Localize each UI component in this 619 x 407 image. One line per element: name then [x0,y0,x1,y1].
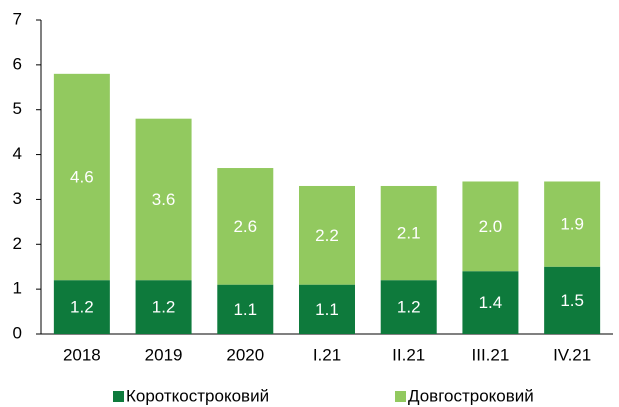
y-tick-label: 2 [13,234,22,253]
bar-segment [544,181,601,267]
x-tick-label: I.21 [313,345,341,364]
data-label: 1.1 [315,300,339,319]
legend-label: Довгостроковий [408,386,534,405]
bar-segment [53,280,110,334]
bar-segment [53,73,110,281]
x-tick-label: III.21 [472,345,510,364]
bar-segment [544,266,601,334]
bar-segment [380,185,437,281]
legend-swatch [395,391,406,402]
data-label: 1.2 [397,298,421,317]
data-label: 2.6 [233,217,257,236]
x-tick-label: II.21 [392,345,425,364]
bar-segment [462,181,519,272]
legend-label: Короткостроковий [126,386,269,405]
x-tick-label: 2018 [63,345,101,364]
data-label: 1.2 [70,298,94,317]
y-tick-label: 3 [13,189,22,208]
y-tick-label: 1 [13,279,22,298]
bar-segment [299,185,355,285]
bar-segment [217,284,274,334]
data-label: 1.5 [560,291,584,310]
data-label: 2.0 [479,217,503,236]
data-label: 1.2 [152,298,176,317]
data-label: 1.4 [479,293,503,312]
data-label: 1.9 [560,215,584,234]
y-tick-label: 0 [13,323,22,342]
legend-swatch [113,391,124,402]
y-tick-label: 6 [13,54,22,73]
y-tick-label: 4 [13,144,22,163]
bar-segment [135,118,192,281]
y-tick-label: 7 [13,9,22,28]
data-label: 4.6 [70,167,94,186]
data-label: 1.1 [233,300,257,319]
bar-segment [217,168,274,285]
bar-segment [380,280,437,334]
y-tick-label: 5 [13,99,22,118]
x-tick-label: 2020 [226,345,264,364]
x-tick-label: IV.21 [553,345,591,364]
x-tick-label: 2019 [145,345,183,364]
data-label: 3.6 [152,190,176,209]
bar-segment [135,280,192,334]
data-label: 2.1 [397,224,421,243]
bar-segment [299,284,355,334]
data-label: 2.2 [315,226,339,245]
bar-segment [462,271,519,334]
